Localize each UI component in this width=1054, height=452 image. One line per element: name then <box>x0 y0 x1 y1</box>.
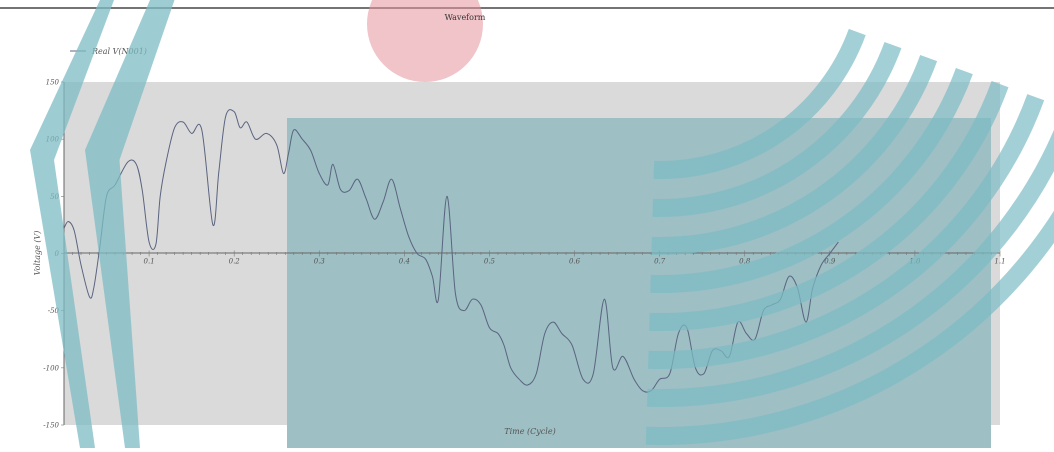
arc-band <box>645 210 1054 445</box>
x-tick-label: 0.8 <box>739 258 751 266</box>
arc-band <box>648 94 1045 369</box>
x-tick-label: 0.7 <box>654 258 666 266</box>
arc-band <box>652 41 902 217</box>
series-line <box>63 109 839 393</box>
y-axis-label: Voltage (V) <box>33 231 42 276</box>
x-tick-label: 0.2 <box>229 258 241 266</box>
arc-band <box>649 81 1009 331</box>
y-tick-label: -50 <box>48 307 60 315</box>
y-tick-label: -150 <box>43 422 59 430</box>
x-tick-label: 0.1 <box>144 258 155 266</box>
arc-band <box>646 129 1054 407</box>
legend-label: Real V(N001) <box>91 47 147 56</box>
arc-band <box>653 28 866 179</box>
pink-circle <box>367 0 483 82</box>
x-tick-label: 0.4 <box>399 258 410 266</box>
y-tick-label: -100 <box>43 364 59 372</box>
diagonal-band <box>85 0 175 448</box>
x-tick-label: 1.1 <box>994 258 1005 266</box>
x-axis-label: Time (Cycle) <box>504 427 555 436</box>
x-tick-label: 0.9 <box>824 258 836 266</box>
y-tick-label: 150 <box>46 79 60 87</box>
x-tick-label: 0.3 <box>314 258 326 266</box>
x-tick-label: 0.6 <box>569 258 581 266</box>
diagonal-band <box>30 0 114 448</box>
series-layer <box>63 109 839 393</box>
decorative-stripes <box>30 0 1054 448</box>
arc-band <box>651 54 938 255</box>
chart-title: Waveform <box>445 13 486 22</box>
arc-band <box>650 68 973 293</box>
x-tick-label: 0.5 <box>484 258 496 266</box>
